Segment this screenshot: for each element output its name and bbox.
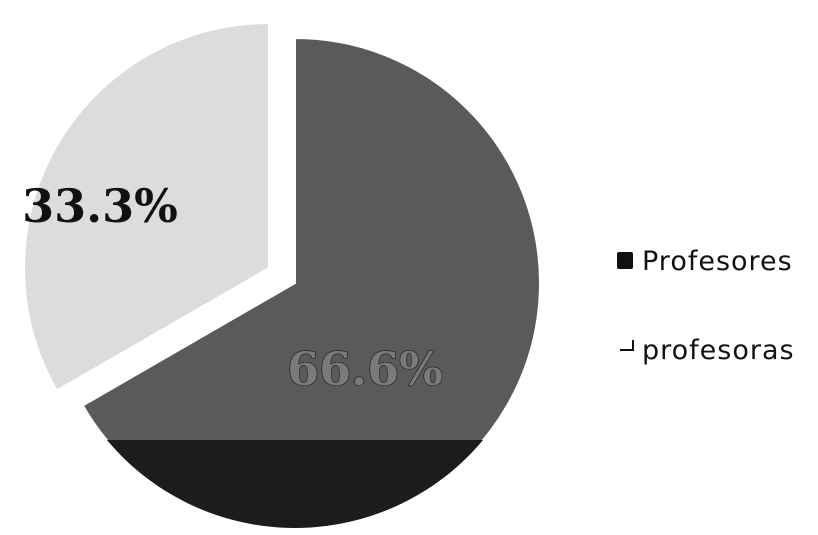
legend-marker-profesores	[617, 252, 633, 269]
legend-marker-profesoras	[620, 340, 634, 351]
slice-label-profesores: 66.6%	[287, 342, 443, 396]
pie-slice-shade	[82, 440, 540, 528]
slice-label-profesoras: 33.3%	[22, 179, 178, 233]
slices-layer	[23, 21, 541, 529]
legend-label-profesores: Profesores	[642, 246, 793, 277]
pie-slice-profesoras	[23, 21, 271, 392]
legend: Profesores profesoras	[617, 246, 795, 366]
legend-item-profesores: Profesores	[617, 246, 793, 277]
legend-item-profesoras: profesoras	[620, 335, 795, 366]
legend-label-profesoras: profesoras	[642, 335, 795, 366]
